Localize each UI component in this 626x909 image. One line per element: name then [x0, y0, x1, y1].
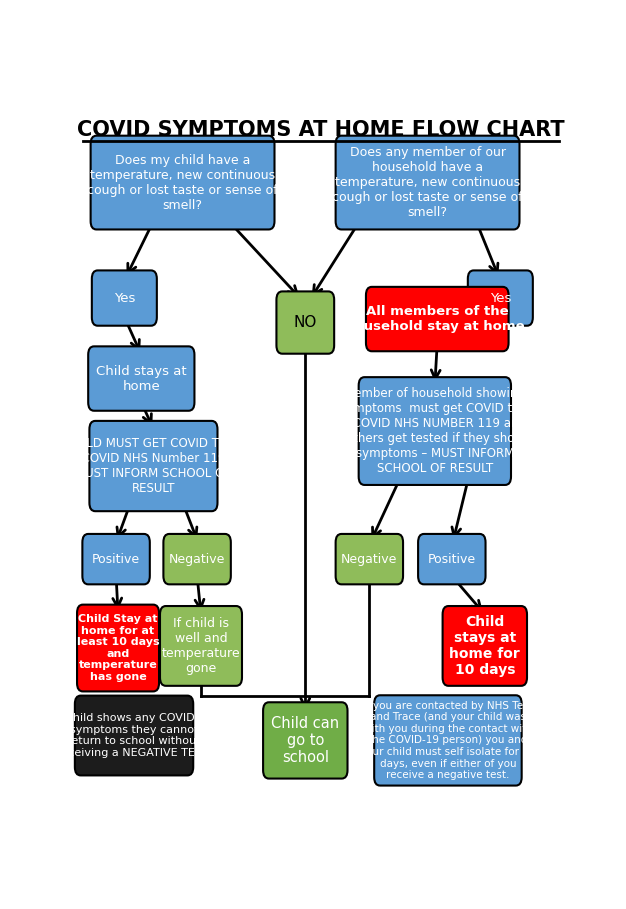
Text: COVID SYMPTOMS AT HOME FLOW CHART: COVID SYMPTOMS AT HOME FLOW CHART	[77, 120, 565, 140]
Text: All members of the
household stay at home.: All members of the household stay at hom…	[345, 305, 530, 333]
FancyBboxPatch shape	[88, 346, 195, 411]
Text: Child stays at
home: Child stays at home	[96, 365, 187, 393]
FancyBboxPatch shape	[163, 534, 231, 584]
FancyBboxPatch shape	[468, 270, 533, 325]
Text: If child is
well and
temperature
gone: If child is well and temperature gone	[162, 617, 240, 674]
FancyBboxPatch shape	[443, 606, 527, 685]
Text: Child Stay at
home for at
least 10 days
and
temperature
has gone: Child Stay at home for at least 10 days …	[77, 614, 160, 682]
FancyBboxPatch shape	[92, 270, 157, 325]
FancyBboxPatch shape	[77, 604, 159, 692]
FancyBboxPatch shape	[83, 534, 150, 584]
FancyBboxPatch shape	[91, 135, 274, 229]
Text: NO: NO	[294, 315, 317, 330]
FancyBboxPatch shape	[374, 695, 521, 785]
Text: Positive: Positive	[92, 553, 140, 565]
Text: Negative: Negative	[341, 553, 398, 565]
Text: If you are contacted by NHS Test
and Trace (and your child was
with you during t: If you are contacted by NHS Test and Tra…	[360, 701, 536, 780]
Text: If child shows any COVID-19
symptoms they cannot
return to school without
receiv: If child shows any COVID-19 symptoms the…	[56, 714, 212, 758]
Text: Positive: Positive	[428, 553, 476, 565]
FancyBboxPatch shape	[336, 135, 520, 229]
FancyBboxPatch shape	[418, 534, 486, 584]
FancyBboxPatch shape	[277, 292, 334, 354]
Text: Child can
go to
school: Child can go to school	[271, 715, 339, 765]
FancyBboxPatch shape	[75, 695, 193, 775]
Text: Does my child have a
temperature, new continuous
cough or lost taste or sense of: Does my child have a temperature, new co…	[87, 154, 278, 212]
FancyBboxPatch shape	[359, 377, 511, 484]
Text: Child
stays at
home for
10 days: Child stays at home for 10 days	[449, 614, 520, 677]
FancyBboxPatch shape	[160, 606, 242, 685]
Text: Member of household showing
symptoms  must get COVID test
– COVID NHS NUMBER 119: Member of household showing symptoms mus…	[340, 387, 530, 475]
Text: Yes: Yes	[490, 292, 511, 305]
Text: Negative: Negative	[169, 553, 225, 565]
Text: Does any member of our
household have a
temperature, new continuous
cough or los: Does any member of our household have a …	[332, 146, 523, 219]
Text: CHILD MUST GET COVID TEST
– COVID NHS Number 119 –
MUST INFORM SCHOOL OF
RESULT: CHILD MUST GET COVID TEST – COVID NHS Nu…	[66, 437, 241, 495]
FancyBboxPatch shape	[366, 287, 508, 351]
FancyBboxPatch shape	[336, 534, 403, 584]
Text: Yes: Yes	[114, 292, 135, 305]
FancyBboxPatch shape	[90, 421, 217, 511]
FancyBboxPatch shape	[263, 703, 347, 779]
